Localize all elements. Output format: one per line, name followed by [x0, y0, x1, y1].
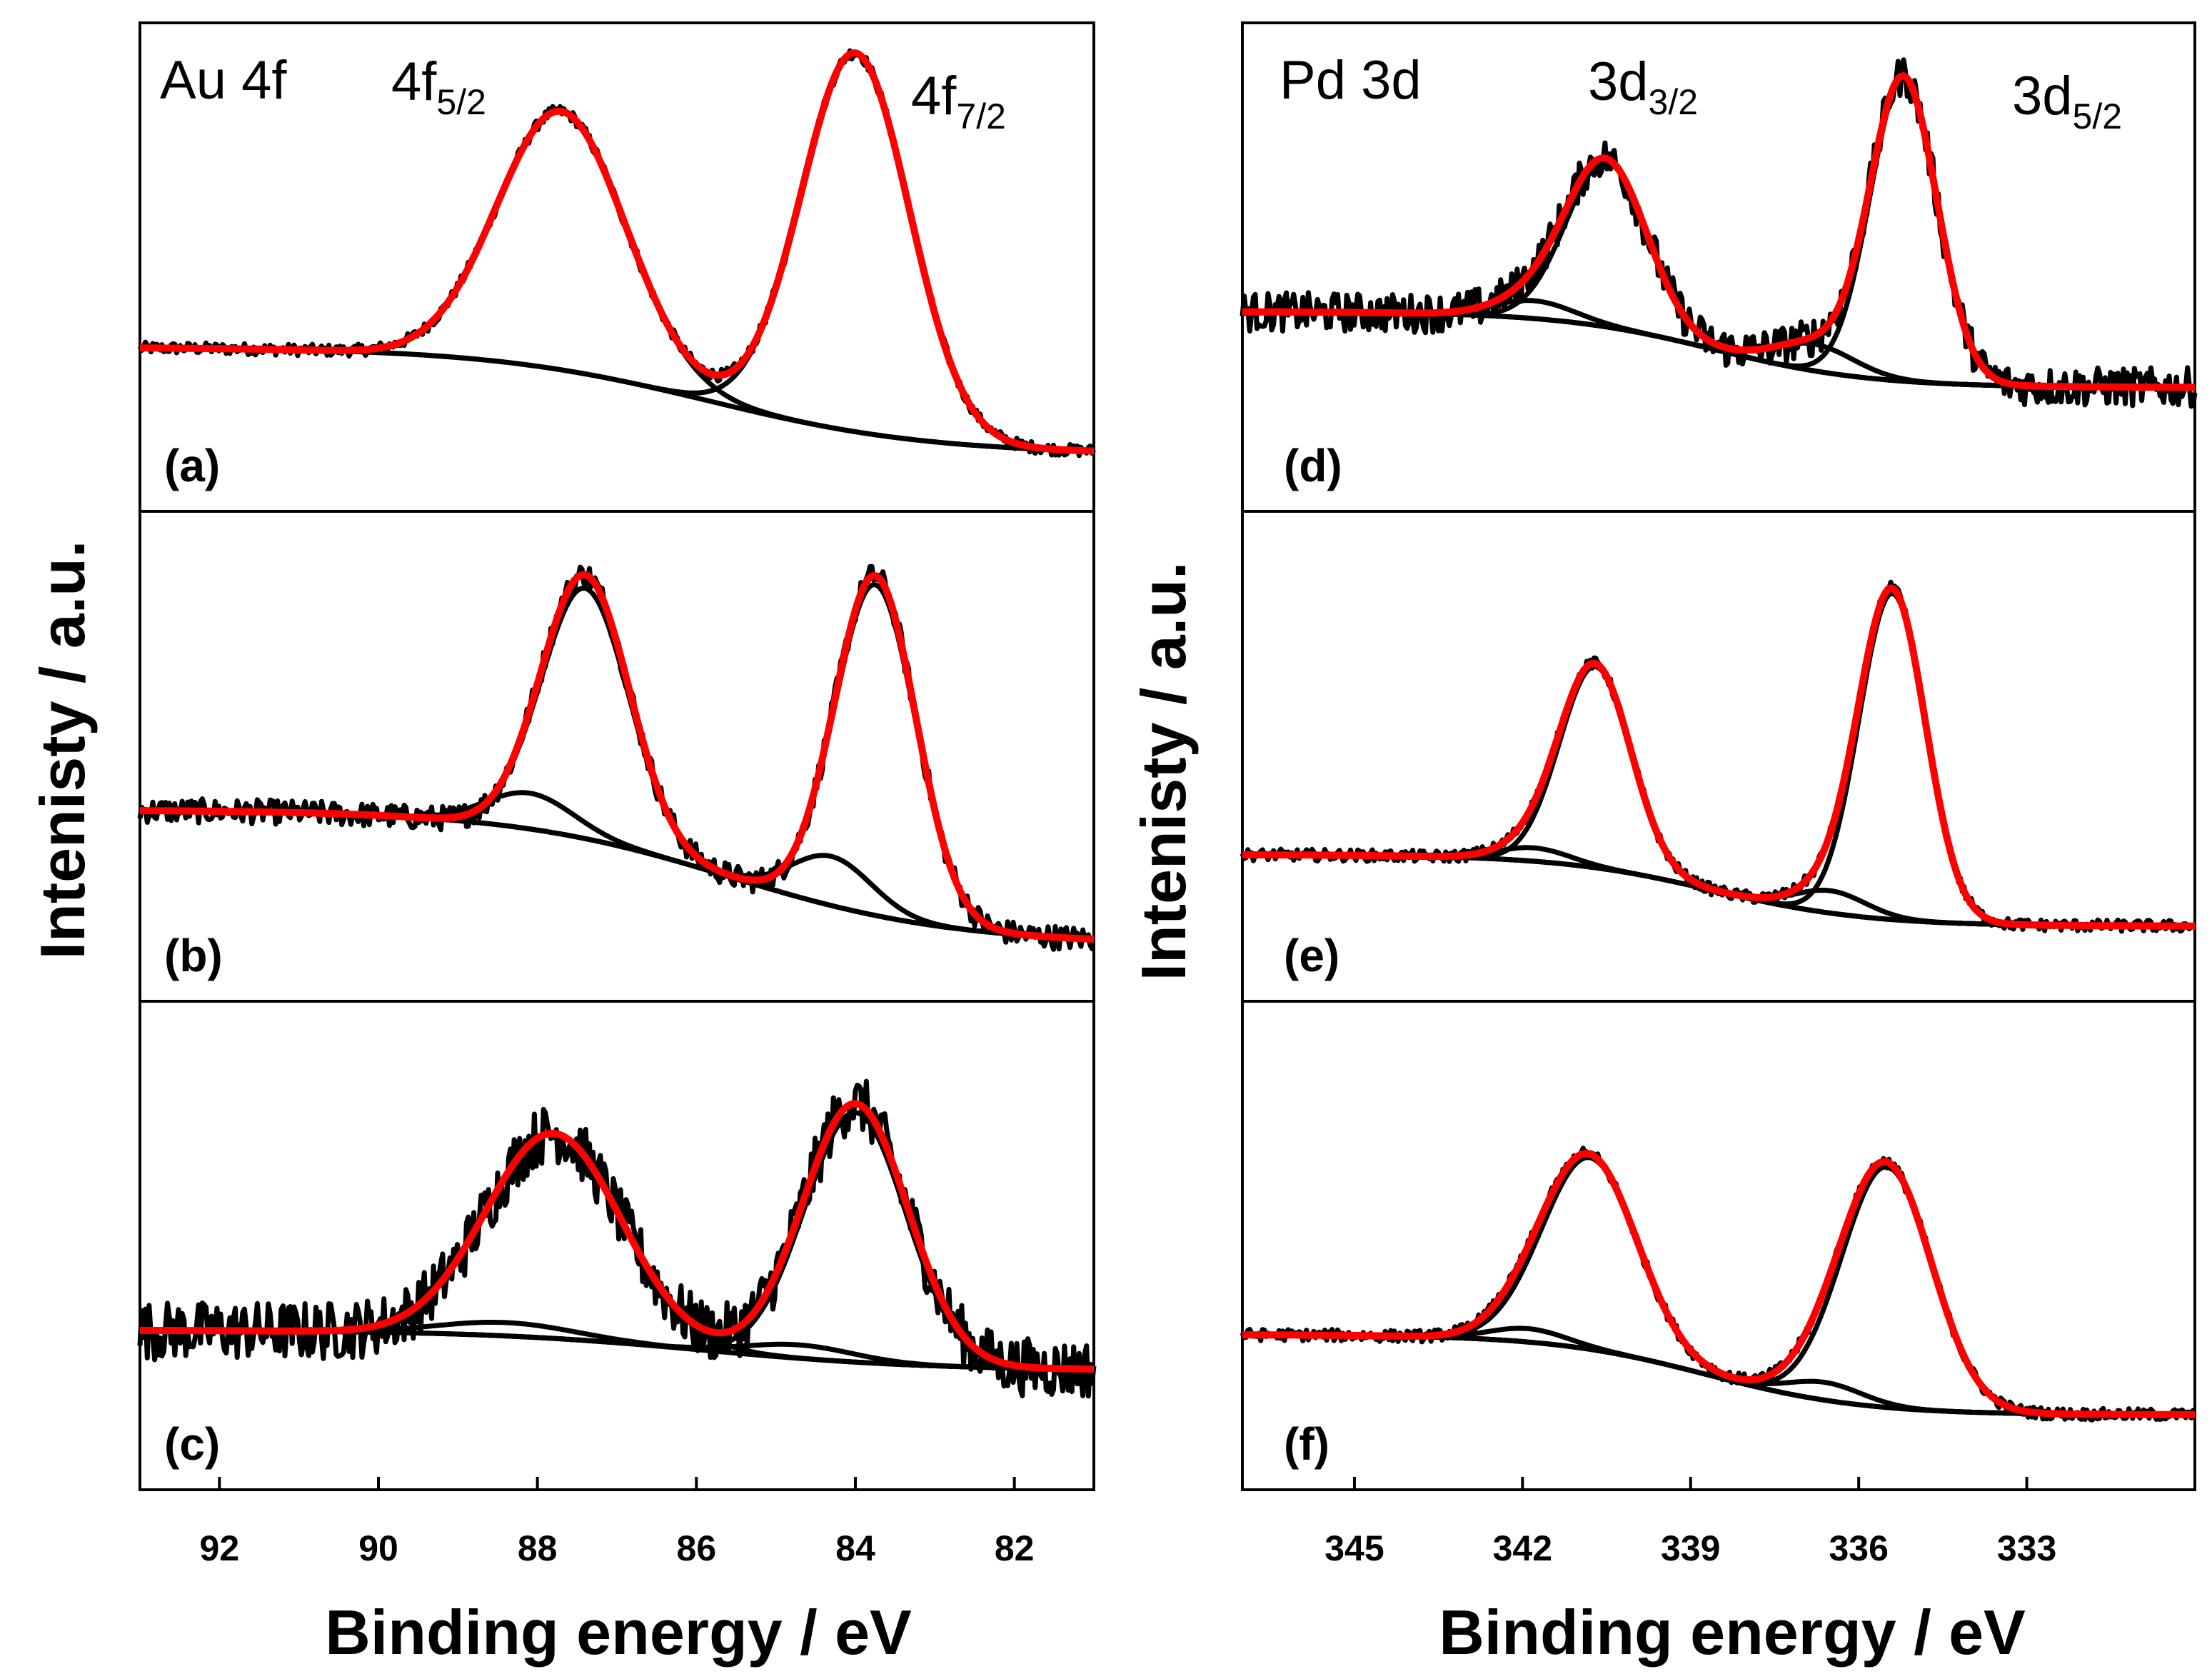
plots-layer: (a) (b) (c) 92 90 88 86 84 82 4f5/2 4f7/2 (d) (e) (f)… [137, 21, 2198, 1568]
ylabel-left: Intenisty / a.u. [27, 541, 98, 960]
peak-label: 4f5/2 [391, 51, 486, 122]
panel-label: (c) [164, 1418, 220, 1470]
fit-envelope-line [140, 49, 1095, 455]
x-tick-label: 92 [200, 1528, 240, 1568]
fit-envelope-line [139, 571, 1095, 943]
panel-label: (a) [164, 440, 220, 491]
x-tick-label: 90 [358, 1528, 398, 1568]
x-tick-label: 86 [677, 1528, 717, 1568]
fit-envelope-line [1242, 584, 2195, 930]
fit-envelope-line [140, 1100, 1095, 1373]
element-label-au: Au 4f [160, 50, 287, 111]
ylabel-right: Intenisty / a.u. [1128, 562, 1199, 981]
component-line [1242, 591, 2195, 929]
panel-label: (d) [1284, 440, 1342, 491]
x-tick-label: 84 [835, 1528, 875, 1568]
component-line [1242, 159, 2195, 390]
panel-label: (f) [1284, 1418, 1329, 1470]
raw-data-line [137, 563, 1095, 952]
xlabel-right: Binding energy / eV [1439, 1597, 2026, 1668]
fit-envelope-line [1242, 1150, 2195, 1418]
panel-frame [139, 1000, 1095, 1491]
x-tick-label: 336 [1829, 1528, 1888, 1568]
panel-label: (b) [164, 930, 223, 981]
panel-label: (e) [1284, 930, 1339, 981]
raw-data-line [137, 1078, 1097, 1399]
x-tick-label: 88 [518, 1528, 558, 1568]
panel-frame [1241, 1000, 2196, 1491]
raw-data-line [1240, 579, 2196, 934]
fit-envelope-line [1242, 71, 2195, 391]
x-tick-label: 333 [1997, 1528, 2056, 1568]
peak-label: 3d5/2 [2012, 66, 2122, 136]
x-tick-label: 82 [995, 1528, 1035, 1568]
x-tick-label: 339 [1661, 1528, 1720, 1568]
peak-label: 4f7/2 [911, 66, 1006, 136]
x-tick-label: 342 [1493, 1528, 1552, 1568]
component-line [140, 109, 1095, 453]
xlabel-left: Binding energy / eV [325, 1597, 912, 1668]
element-label-pd: Pd 3d [1280, 50, 1422, 111]
x-tick-label: 345 [1324, 1528, 1384, 1568]
peak-label: 3d3/2 [1588, 51, 1698, 122]
